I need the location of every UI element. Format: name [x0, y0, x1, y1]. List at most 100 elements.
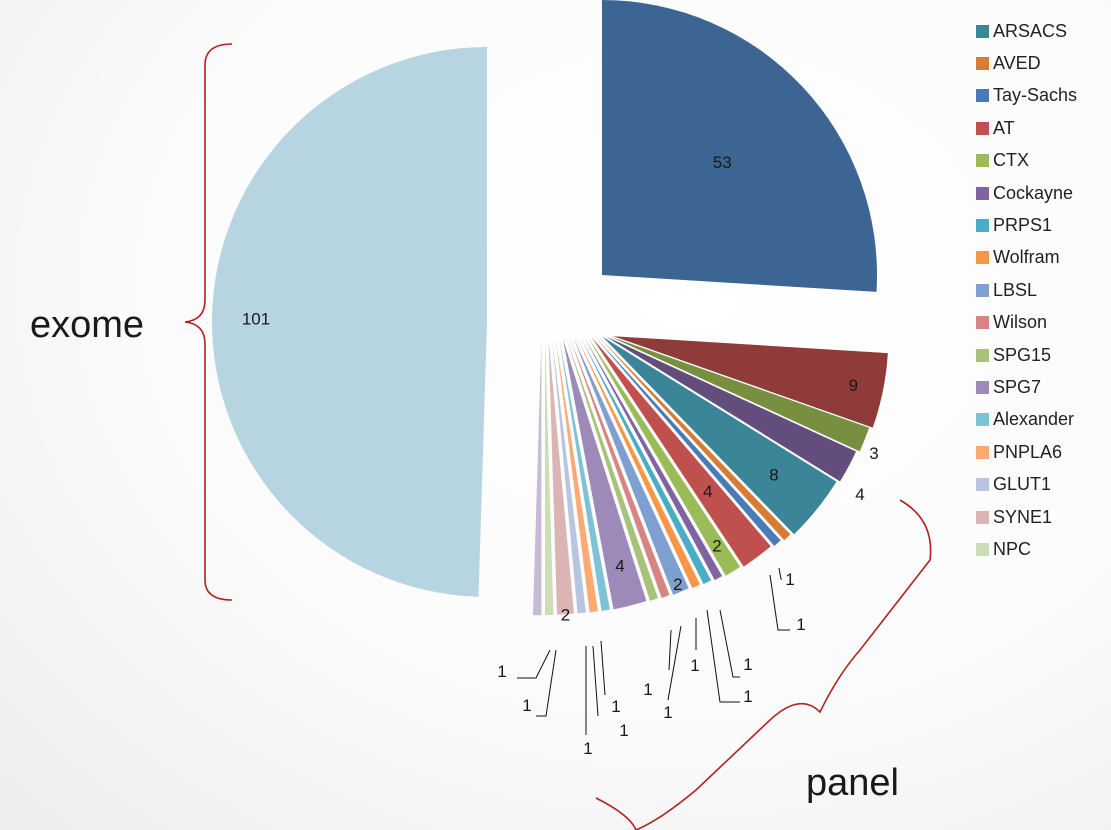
slice-label-18: 1	[583, 739, 592, 758]
pie-slice-1	[613, 336, 888, 428]
legend-swatch	[976, 478, 989, 492]
slice-label-12: 2	[673, 575, 682, 594]
pie-slice-4	[602, 336, 837, 535]
legend: ARSACS AVED Tay-Sachs AT CTX Cockayne PRPS1 Wol…	[976, 15, 1077, 566]
pie-slice-20	[545, 340, 554, 615]
legend-label: Wilson	[993, 312, 1048, 333]
legend-item: Alexander	[976, 404, 1077, 436]
slice-label-2: 3	[869, 444, 878, 463]
pie-slice-18	[552, 339, 586, 614]
slice-label-15: 4	[615, 557, 624, 576]
slice-label-7: 4	[703, 482, 712, 501]
leader-line-13	[667, 625, 682, 701]
slice-label-10: 1	[743, 687, 752, 706]
leader-lines	[517, 567, 790, 735]
slice-label-8: 2	[712, 537, 721, 556]
legend-label: Alexander	[993, 409, 1075, 430]
legend-label: NPC	[993, 538, 1032, 559]
slice-label-13: 1	[663, 703, 672, 722]
legend-label: CTX	[993, 150, 1029, 171]
leader-line-21	[517, 649, 551, 679]
slice-label-9: 1	[743, 655, 752, 674]
legend-item: NPC	[976, 533, 1077, 565]
legend-swatch	[976, 413, 989, 427]
legend-label: PNPLA6	[993, 441, 1063, 462]
pie-slice-11	[577, 338, 700, 589]
leader-line-6	[769, 574, 790, 631]
pie-slice-8	[588, 337, 741, 576]
pie-slice-9	[584, 337, 723, 581]
pie-slice-6	[595, 337, 781, 547]
leader-line-5	[778, 567, 782, 580]
slice-label-19: 2	[561, 605, 570, 624]
legend-swatch	[976, 219, 989, 233]
slice-label-16: 1	[611, 697, 620, 716]
legend-item: Cockayne	[976, 177, 1077, 209]
leader-line-17	[592, 645, 599, 717]
panel-group-label: panel	[806, 762, 899, 804]
legend-label: ARSACS	[993, 20, 1068, 41]
leader-line-14	[668, 629, 672, 671]
leader-line-16	[600, 640, 606, 696]
legend-item: CTX	[976, 145, 1077, 177]
leader-line-10	[706, 609, 740, 703]
pie-slice-0	[602, 0, 877, 292]
legend-swatch	[976, 57, 989, 71]
legend-swatch	[976, 89, 989, 103]
legend-item: PRPS1	[976, 209, 1077, 241]
legend-item: AT	[976, 112, 1077, 144]
slice-label-11: 1	[690, 656, 699, 675]
legend-label: Tay-Sachs	[993, 85, 1078, 106]
legend-item: GLUT1	[976, 468, 1077, 500]
legend-label: SPG7	[993, 376, 1042, 397]
pie-slice-5	[599, 337, 791, 541]
legend-swatch	[976, 445, 989, 459]
exome-bracket	[184, 43, 233, 601]
slice-label-4: 8	[769, 466, 778, 485]
pie-slice-13	[570, 338, 670, 598]
pie-slice-15	[563, 339, 647, 610]
legend-label: Cockayne	[993, 182, 1074, 203]
legend-item: SPG15	[976, 339, 1077, 371]
legend-label: GLUT1	[993, 474, 1052, 495]
legend-label: LBSL	[993, 279, 1038, 300]
pie-slice-10	[581, 338, 712, 585]
leader-line-20	[536, 649, 557, 717]
pie-slice-14	[566, 338, 658, 601]
legend-item: PNPLA6	[976, 436, 1077, 468]
legend-swatch	[976, 283, 989, 297]
exome-group-label: exome	[30, 304, 145, 346]
pie-slice-17	[555, 339, 598, 613]
slice-label-3: 4	[855, 485, 864, 504]
legend-swatch	[976, 154, 989, 168]
slice-label-6: 1	[796, 615, 805, 634]
pie-slice-2	[609, 336, 870, 452]
legend-swatch	[976, 121, 989, 135]
legend-label: SPG15	[993, 344, 1052, 365]
legend-label: AVED	[993, 53, 1041, 74]
legend-label: AT	[993, 117, 1015, 138]
legend-swatch	[976, 24, 989, 38]
slice-label-14: 1	[643, 680, 652, 699]
pie-slice-12	[573, 338, 689, 595]
legend-item: ARSACS	[976, 15, 1077, 47]
legend-item: Tay-Sachs	[976, 80, 1077, 112]
pie-slice-16	[559, 339, 610, 611]
pie-slice-7	[591, 337, 771, 567]
leader-line-9	[719, 609, 740, 678]
slice-label-0: 53	[713, 153, 732, 172]
legend-item: LBSL	[976, 274, 1077, 306]
legend-item: Wolfram	[976, 242, 1077, 274]
legend-swatch	[976, 251, 989, 265]
legend-swatch	[976, 316, 989, 330]
legend-item: AVED	[976, 47, 1077, 79]
pie-slice-3	[606, 336, 857, 482]
pie-slices	[211, 0, 888, 616]
slice-label-17: 1	[619, 721, 628, 740]
legend-swatch	[976, 380, 989, 394]
pie-slice-22	[211, 46, 487, 597]
legend-swatch	[976, 348, 989, 362]
legend-item: SYNE1	[976, 501, 1077, 533]
